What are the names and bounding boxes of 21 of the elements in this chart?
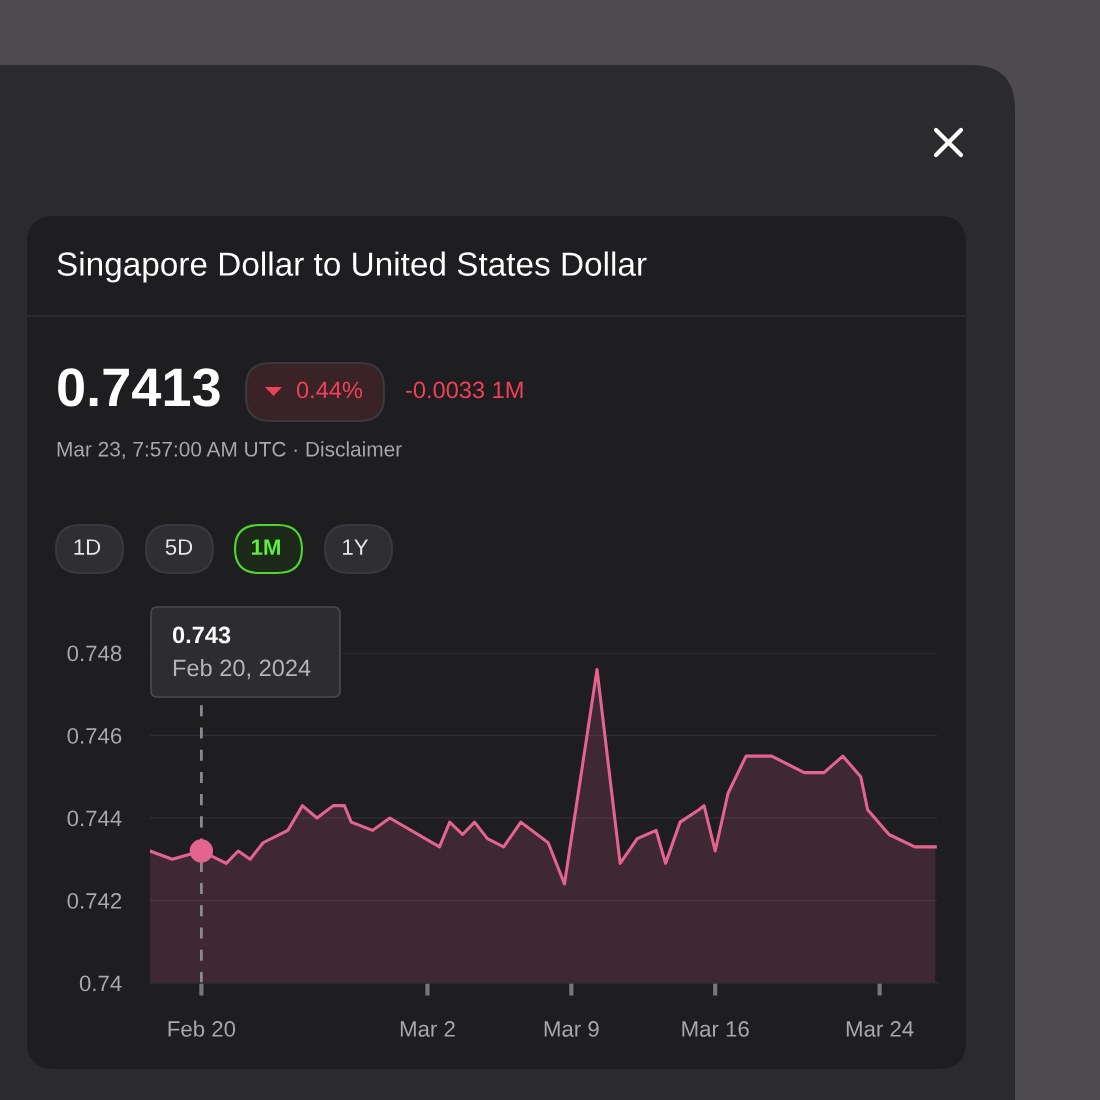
text: 1Y [343, 539, 369, 555]
chart-subtitle: Mar 23, 7:57:00 AM UTC · Disclaimer [57, 441, 402, 460]
text: 0.7413 [58, 368, 220, 407]
y-tick-label: 0.742 [67, 893, 122, 909]
text: 1D [74, 539, 101, 555]
x-tick-label: Feb 20 [168, 1020, 236, 1037]
text: 0.44% [296, 381, 363, 399]
y-tick-label: 0.746 [67, 728, 122, 744]
y-tick-label: 0.744 [67, 810, 122, 827]
text: 5D [165, 539, 193, 555]
y-tick-label: 0.748 [67, 645, 122, 662]
chart-title: Singapore Dollar to United States Dollar [57, 251, 647, 283]
x-tick-label: Mar 24 [846, 1021, 914, 1037]
text: 1M [251, 539, 280, 555]
annotation: Feb 20, 2024 [173, 658, 311, 680]
text: 0.743 [172, 626, 231, 644]
y-tick-label: 0.74 [79, 975, 122, 992]
x-tick-label: Mar 9 [544, 1021, 599, 1037]
text: -0.0033 1M [406, 381, 523, 399]
x-tick-label: Mar 16 [682, 1021, 749, 1037]
x-tick-label: Mar 2 [400, 1021, 455, 1037]
